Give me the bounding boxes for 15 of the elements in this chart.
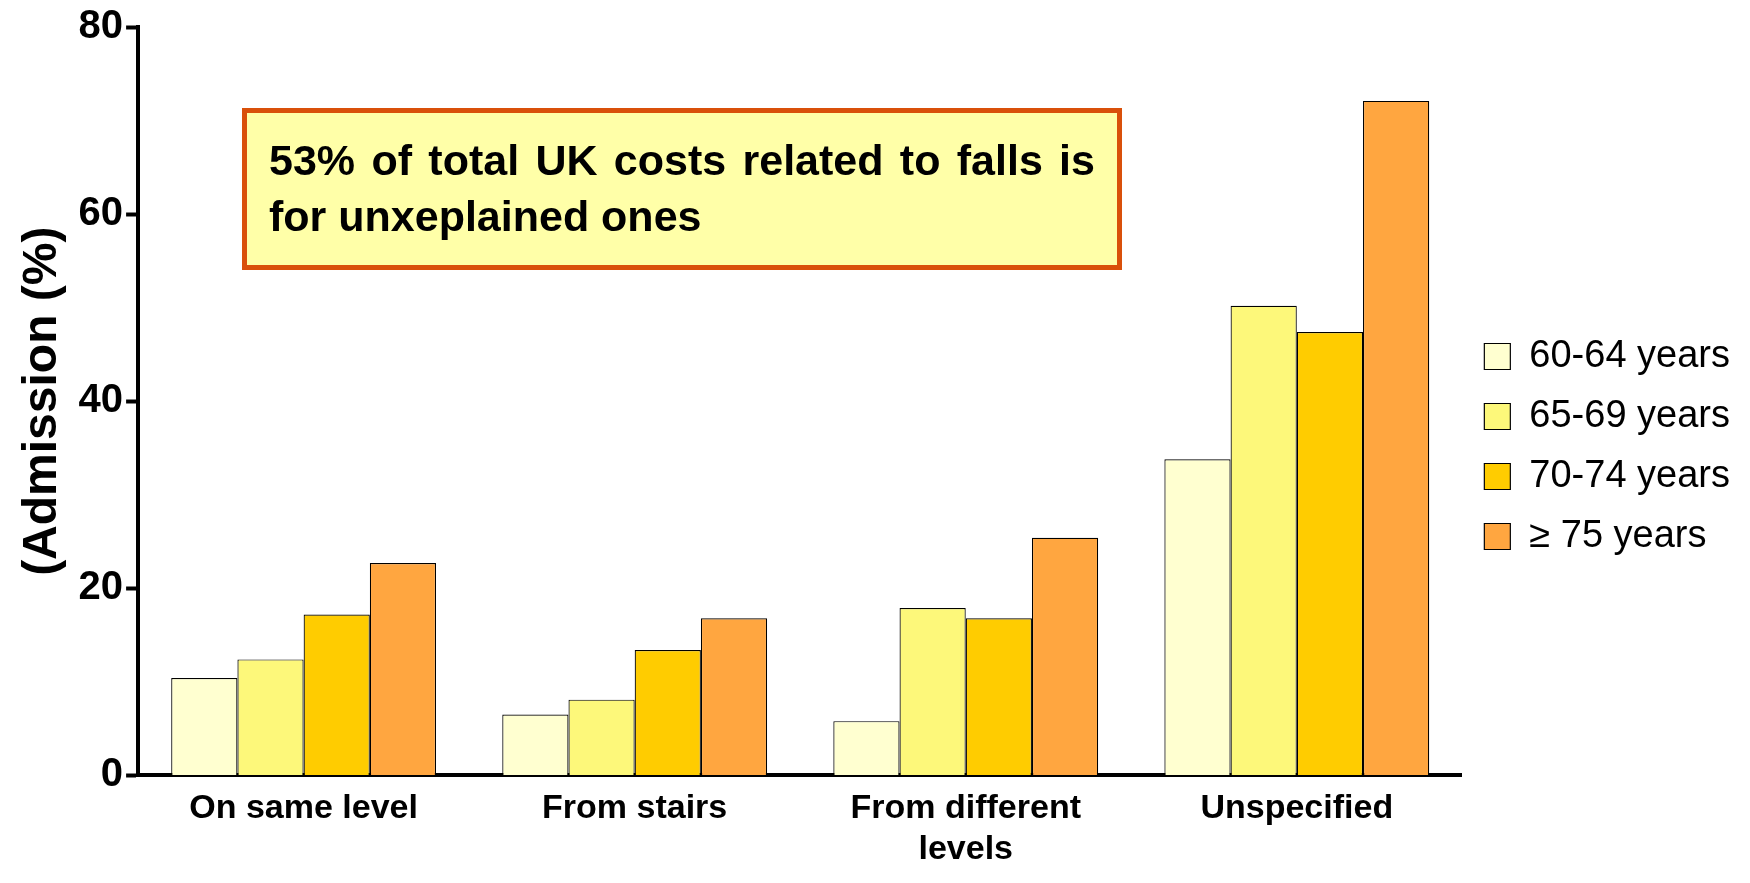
x-tick-label: From stairs xyxy=(542,787,728,826)
y-tick-label: 0 xyxy=(100,750,124,795)
x-tick-label: From different levels xyxy=(850,787,1081,866)
y-tick-label: 20 xyxy=(78,563,124,608)
y-axis-title: (Admission (%) xyxy=(13,226,67,576)
y-tick-label: 80 xyxy=(78,2,124,47)
x-tick-label: Unspecified xyxy=(1200,787,1394,826)
legend-label: 70-74 years xyxy=(1529,452,1730,495)
legend-label: 60-64 years xyxy=(1529,332,1730,375)
y-tick-label: 60 xyxy=(78,189,124,234)
annotation: 53% of total UK costs related to falls is for unxeplained ones xyxy=(242,108,1122,270)
legend-label: 65-69 years xyxy=(1529,392,1730,435)
legend-label: ≥ 75 years xyxy=(1529,512,1707,555)
x-tick-label: On same level xyxy=(189,787,418,826)
y-tick-label: 40 xyxy=(78,376,124,421)
